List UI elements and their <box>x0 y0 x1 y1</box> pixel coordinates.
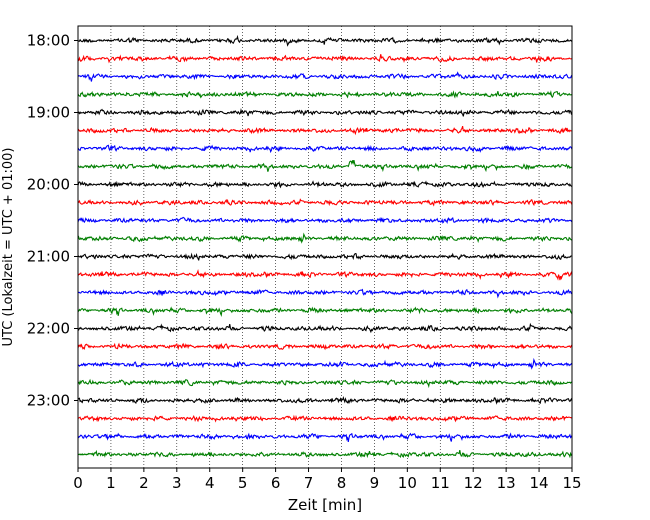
trace-18:00 <box>77 34 573 47</box>
y-tick-label-4: 22:00 <box>27 320 70 338</box>
trace-20:00 <box>77 180 573 189</box>
x-tick-label-5: 5 <box>238 474 248 492</box>
trace-23:45 <box>77 449 573 459</box>
trace-22:15 <box>77 342 573 351</box>
y-axis-ticks: 18:00 19:00 20:00 21:00 22:00 23:00 <box>27 32 78 410</box>
x-tick-label-10: 10 <box>398 474 417 492</box>
trace-19:30 <box>77 144 573 154</box>
x-tick-label-15: 15 <box>562 474 581 492</box>
x-tick-label-13: 13 <box>497 474 516 492</box>
trace-18:30 <box>77 71 573 82</box>
x-tick-label-2: 2 <box>139 474 149 492</box>
trace-series-group <box>77 34 573 459</box>
x-tick-label-3: 3 <box>172 474 182 492</box>
x-tick-label-4: 4 <box>205 474 215 492</box>
y-tick-label-5: 23:00 <box>27 392 70 410</box>
trace-19:15 <box>77 125 573 136</box>
x-tick-label-0: 0 <box>73 474 83 492</box>
trace-22:45 <box>77 378 573 389</box>
x-tick-label-8: 8 <box>337 474 347 492</box>
trace-19:00 <box>77 108 573 117</box>
trace-19:45 <box>77 159 573 173</box>
trace-23:00 <box>77 396 573 405</box>
x-tick-label-6: 6 <box>271 474 281 492</box>
y-tick-label-0: 18:00 <box>27 32 70 50</box>
y-axis-label: UTC (Lokalzeit = UTC + 01:00) <box>1 148 16 347</box>
x-tick-label-12: 12 <box>464 474 483 492</box>
x-tick-label-9: 9 <box>370 474 380 492</box>
trace-18:45 <box>77 90 573 99</box>
trace-20:15 <box>77 198 573 207</box>
trace-22:30 <box>77 357 573 370</box>
y-tick-label-1: 19:00 <box>27 104 70 122</box>
trace-18:15 <box>77 54 573 64</box>
x-tick-label-1: 1 <box>106 474 116 492</box>
trace-23:30 <box>77 432 573 443</box>
x-axis-label: Zeit [min] <box>288 496 362 514</box>
trace-20:45 <box>77 232 573 244</box>
trace-21:15 <box>77 268 573 281</box>
x-tick-label-11: 11 <box>431 474 450 492</box>
trace-21:30 <box>77 288 573 299</box>
trace-21:00 <box>77 252 573 261</box>
y-tick-label-2: 20:00 <box>27 176 70 194</box>
trace-22:00 <box>77 322 573 334</box>
trace-21:45 <box>77 306 573 317</box>
y-tick-label-3: 21:00 <box>27 248 70 266</box>
x-tick-label-7: 7 <box>304 474 314 492</box>
x-axis-ticks: 0 1 2 3 4 5 6 7 8 9 10 11 12 13 14 15 <box>73 468 582 492</box>
plot-frame <box>77 25 573 469</box>
trace-23:15 <box>77 414 573 423</box>
trace-20:30 <box>77 216 573 225</box>
x-tick-label-14: 14 <box>530 474 549 492</box>
